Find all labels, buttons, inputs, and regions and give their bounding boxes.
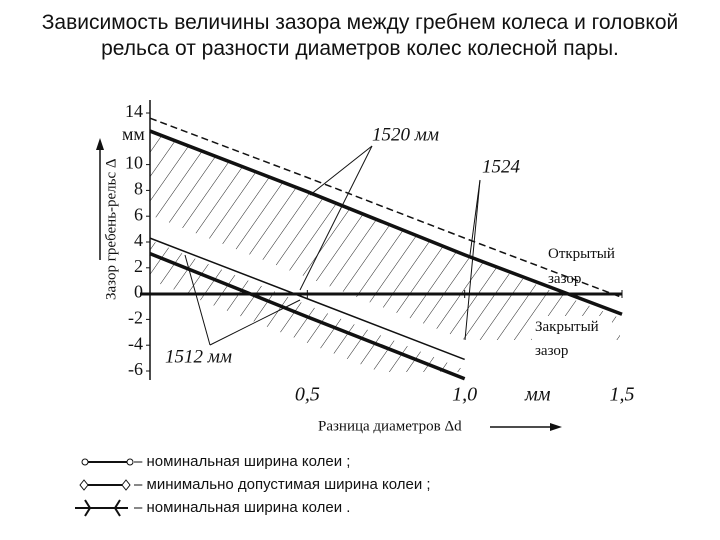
x-tick-label: 1,0: [452, 384, 477, 406]
y-tick-label: -2: [128, 308, 143, 328]
y-tick-label: 4: [134, 230, 143, 250]
legend-label: – минимально допустимая ширина колеи ;: [134, 476, 431, 493]
series-label: 1512 мм: [165, 346, 232, 367]
y-tick-label: 6: [134, 204, 143, 224]
y-tick-label: -6: [128, 359, 143, 379]
series-line: [149, 251, 466, 381]
leader-line: [309, 145, 373, 196]
annotation: зазор: [548, 271, 581, 287]
label-bg: [532, 316, 612, 366]
label-bg: [163, 346, 235, 368]
hatch-area: [150, 240, 470, 372]
y-tick-label: 14: [125, 101, 143, 121]
y-tick-label: 8: [134, 179, 143, 199]
x-tick-label: 1,5: [610, 384, 635, 406]
y-unit: мм: [122, 124, 145, 144]
legend-symbol: [79, 479, 89, 491]
leader-line: [464, 179, 481, 341]
chart-title: Зависимость величины зазора между гребне…: [41, 11, 679, 60]
label-bg: [370, 124, 442, 146]
hatch-area: [150, 130, 620, 340]
label-bg: [545, 240, 625, 290]
legend-symbol: [84, 499, 121, 517]
series-label: 1520 мм: [372, 124, 439, 145]
y-tick-label: 0: [134, 282, 143, 302]
y-tick-label: -4: [128, 333, 143, 353]
y-tick-label: 2: [134, 256, 143, 276]
legend-symbol: [121, 479, 131, 491]
x-unit: мм: [524, 384, 551, 406]
legend-symbol: [126, 458, 134, 466]
y-axis-label: Зазор гребень-рельс Δ: [103, 158, 119, 300]
series-line: [149, 129, 623, 316]
y-tick-label: 10: [125, 153, 143, 173]
arrow-head: [96, 138, 104, 150]
x-tick-label: 0,5: [295, 384, 320, 406]
series-line: [149, 237, 465, 361]
leader-line: [299, 145, 373, 291]
legend-label: – номинальная ширина колеи ;: [134, 453, 350, 470]
label-bg: [480, 156, 523, 178]
legend-label: – номинальная ширина колеи .: [134, 499, 350, 516]
annotation: Закрытый: [535, 319, 599, 335]
annotation: зазор: [535, 343, 568, 359]
x-axis-label: Разница диаметров Δd: [318, 418, 462, 434]
series-label: 1524: [482, 156, 521, 177]
arrow-head: [550, 423, 562, 431]
series-line: [149, 117, 623, 299]
legend-symbol: [81, 458, 89, 466]
annotation: Открытый: [548, 246, 615, 262]
